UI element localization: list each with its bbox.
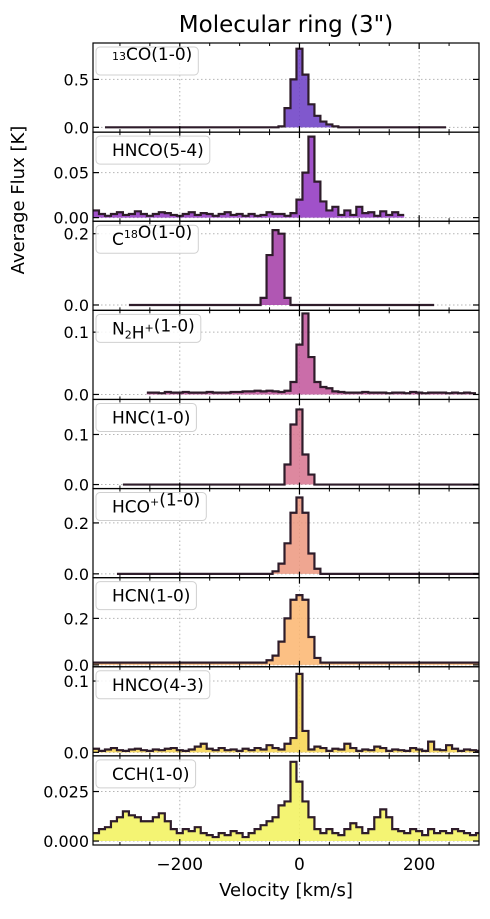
spectrum-panel: 0.000 0.025 CCH(1-0) xyxy=(43,755,480,851)
spectrum-fill xyxy=(146,313,477,395)
legend-label: HCO+(1-0) xyxy=(112,491,200,518)
y-tick-label: 0.0 xyxy=(64,385,89,404)
spectrum-line xyxy=(93,672,479,752)
figure-title: Molecular ring (3") xyxy=(179,12,393,38)
legend-box xyxy=(95,135,211,165)
legend: HCO+(1-0) xyxy=(95,491,207,522)
legend-box xyxy=(95,402,197,432)
legend: HNCO(5-4) xyxy=(95,135,211,165)
x-axis-label: Velocity [km/s] xyxy=(219,880,353,901)
y-tick-label: 0.2 xyxy=(64,225,89,244)
x-tick-label: −200 xyxy=(156,855,203,875)
x-tick-label: 200 xyxy=(403,855,435,875)
legend: HNCO(4-3) xyxy=(95,670,211,700)
legend-box xyxy=(95,224,199,254)
spectrum-line xyxy=(104,47,447,129)
y-tick-label: 0.025 xyxy=(43,783,89,802)
spectrum-panel: 0.0 0.1 N2H+(1-0) xyxy=(64,309,480,404)
legend-box xyxy=(95,46,199,76)
legend: HCN(1-0) xyxy=(95,581,197,611)
legend: HNC(1-0) xyxy=(95,402,197,432)
spectrum-fill xyxy=(122,409,479,485)
y-tick-label: 0.05 xyxy=(53,164,89,183)
y-tick-label: 0.0 xyxy=(64,296,89,315)
spectrum-panel: 0.0 0.1 HNC(1-0) xyxy=(64,398,480,495)
spectrum-panel: 0.0 0.1 HNCO(4-3) xyxy=(64,666,480,762)
legend-label: HNCO(5-4) xyxy=(112,141,204,161)
spectrum-panel: 0.0 0.5 13CO(1-0) xyxy=(64,42,480,137)
y-tick-label: 0.1 xyxy=(64,323,89,342)
legend-box xyxy=(95,492,207,522)
x-tick-label: 0 xyxy=(294,855,305,875)
y-tick-label: 0.000 xyxy=(43,832,89,851)
spectrum-panel: 0.0 0.2 C18O(1-0) xyxy=(64,220,480,315)
y-tick-label: 0.1 xyxy=(64,672,89,691)
spectrum-line xyxy=(116,496,479,575)
spectrum-line xyxy=(128,229,435,307)
spectrum-line xyxy=(93,135,405,217)
legend-box xyxy=(95,670,211,700)
legend-label: N2H+(1-0) xyxy=(112,316,195,343)
spectrum-line xyxy=(93,760,479,839)
y-tick-label: 0.0 xyxy=(64,476,89,495)
spectrum-panel: 0.00 0.05 HNCO(5-4) xyxy=(53,131,480,228)
spectrum-line xyxy=(146,312,477,395)
y-tick-label: 0.0 xyxy=(64,656,89,675)
spectrum-fill xyxy=(128,230,435,305)
legend-label: C18O(1-0) xyxy=(112,223,192,250)
y-tick-label: 0.1 xyxy=(64,425,89,444)
legend-label: HCN(1-0) xyxy=(112,587,190,607)
legend: CCH(1-0) xyxy=(95,759,197,789)
panel-frame xyxy=(92,755,480,846)
legend-label: 13CO(1-0) xyxy=(112,45,192,65)
legend: C18O(1-0) xyxy=(95,223,199,254)
legend-label: HNCO(4-3) xyxy=(112,676,204,696)
legend-box xyxy=(95,581,197,611)
legend: 13CO(1-0) xyxy=(95,45,199,76)
legend-box xyxy=(95,313,202,343)
spectrum-panel: 0.0 0.2 HCO+(1-0) xyxy=(64,487,480,584)
y-axis-label: Average Flux [K] xyxy=(8,126,29,275)
y-tick-label: 0.00 xyxy=(53,209,89,228)
spectrum-line xyxy=(93,594,479,664)
spectrum-line xyxy=(122,408,479,486)
spectrum-fill xyxy=(116,497,479,574)
legend-label: HNC(1-0) xyxy=(112,408,190,428)
legend-box xyxy=(95,759,197,789)
y-tick-label: 0.5 xyxy=(64,70,89,89)
y-tick-label: 0.0 xyxy=(64,565,89,584)
spectrum-fill xyxy=(93,595,479,665)
y-tick-label: 0.2 xyxy=(64,609,89,628)
legend-label: CCH(1-0) xyxy=(112,765,190,785)
y-tick-label: 0.0 xyxy=(64,118,89,137)
y-tick-label: 0.2 xyxy=(64,514,89,533)
legend: N2H+(1-0) xyxy=(95,313,202,343)
spectrum-panel: 0.0 0.2 HCN(1-0) xyxy=(64,577,480,675)
y-tick-label: 0.0 xyxy=(64,743,89,762)
